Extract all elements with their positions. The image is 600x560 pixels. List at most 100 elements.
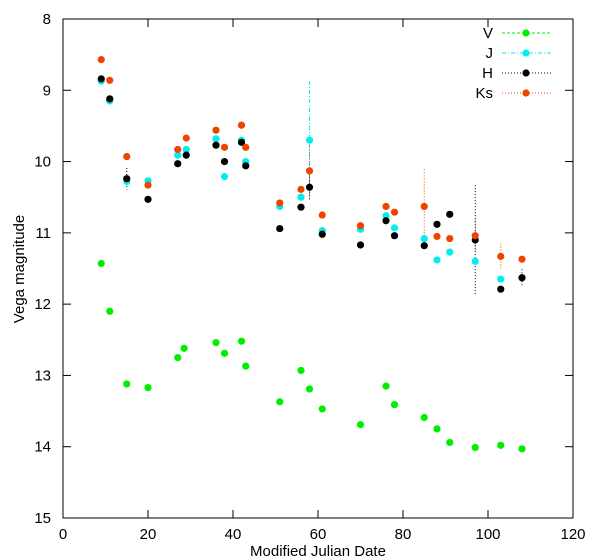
data-point-v (305, 385, 314, 393)
data-point-v (174, 354, 182, 362)
data-point-ks (356, 222, 365, 230)
y-tick-label: 11 (35, 225, 51, 242)
data-point-ks (318, 211, 326, 219)
data-point-v (212, 339, 220, 347)
y-tick-label: 14 (34, 439, 51, 456)
data-points (97, 56, 526, 453)
data-point-h (237, 138, 246, 146)
legend-label-j: J (486, 45, 494, 62)
data-point-ks (433, 232, 441, 241)
data-point-h (318, 230, 326, 238)
data-point-v (433, 425, 441, 433)
data-point-v (237, 337, 246, 345)
data-point-j (182, 145, 190, 154)
data-point-h (305, 183, 314, 191)
legend: VJH Ks (475, 25, 551, 102)
data-point-v (276, 398, 284, 406)
y-tick-label: 12 (34, 296, 51, 313)
data-point-j (390, 224, 399, 232)
data-point-h (144, 195, 152, 203)
data-point-ks (237, 121, 246, 129)
legend-marker-v (522, 29, 530, 37)
data-point-v (242, 362, 250, 370)
x-tick-label: 20 (140, 526, 157, 543)
data-point-ks (518, 255, 526, 263)
data-point-j (212, 135, 220, 143)
data-point-h (123, 175, 131, 183)
data-point-h (106, 95, 114, 103)
data-point-h (420, 242, 428, 250)
data-point-ks (212, 126, 220, 134)
data-point-h (212, 141, 220, 149)
y-tick-label: 10 (34, 154, 51, 171)
error-bars (126, 81, 523, 295)
data-point-h (433, 220, 441, 228)
data-point-ks (420, 202, 428, 211)
data-point-j (420, 234, 428, 243)
data-point-ks (106, 76, 114, 84)
data-point-h (382, 217, 390, 225)
data-point-h (518, 274, 526, 282)
data-point-j (471, 257, 479, 265)
data-point-v (106, 307, 114, 315)
data-point-v (420, 413, 428, 422)
data-point-ks (242, 143, 250, 151)
data-point-v (97, 259, 105, 268)
data-point-v (446, 438, 454, 447)
data-point-v (518, 445, 526, 453)
legend-marker-ks (522, 89, 530, 97)
y-tick-label: 13 (34, 367, 51, 384)
legend-marker-j (522, 49, 530, 57)
data-point-v (220, 349, 229, 357)
data-point-h (276, 224, 284, 233)
data-point-j (382, 212, 390, 220)
data-point-h (182, 151, 190, 159)
data-point-ks (446, 234, 454, 243)
data-point-ks (497, 252, 505, 260)
data-point-v (497, 441, 505, 449)
data-point-h (242, 162, 250, 170)
data-point-ks (471, 232, 479, 240)
data-point-ks (97, 56, 105, 64)
data-point-ks (174, 145, 182, 154)
axes: 0 20 40 60 80 100 120 8 9 10 11 12 13 14 15 (34, 11, 585, 543)
data-point-ks (276, 199, 284, 207)
data-point-j (297, 193, 305, 201)
data-point-ks (382, 202, 390, 211)
x-tick-label: 120 (560, 526, 585, 543)
legend-label-h: H (482, 65, 493, 82)
data-point-ks (144, 181, 152, 189)
x-tick-label: 40 (225, 526, 242, 543)
data-point-v (471, 443, 479, 452)
y-tick-label: 15 (34, 510, 51, 527)
x-tick-label: 100 (475, 526, 500, 543)
data-point-j (446, 248, 454, 256)
data-point-h (97, 75, 105, 83)
data-point-j (220, 172, 229, 181)
x-tick-label: 60 (310, 526, 327, 543)
legend-label-ks: Ks (475, 85, 493, 102)
data-point-ks (297, 185, 305, 193)
data-point-j (497, 275, 505, 283)
data-point-ks (390, 208, 399, 216)
data-point-j (433, 256, 441, 264)
data-point-h (390, 232, 399, 240)
data-point-v (180, 344, 188, 352)
data-point-v (356, 421, 365, 429)
data-point-ks (305, 167, 314, 175)
data-point-v (382, 382, 390, 390)
x-axis-title: Modified Julian Date (250, 543, 386, 560)
data-point-j (174, 151, 182, 159)
data-point-h (174, 160, 182, 168)
data-point-v (144, 383, 152, 392)
data-point-v (318, 405, 326, 413)
data-point-h (446, 210, 454, 218)
y-tick-label: 8 (43, 11, 51, 28)
data-point-v (123, 380, 131, 388)
data-point-j (305, 136, 314, 144)
data-point-ks (182, 134, 190, 142)
data-point-ks (123, 152, 131, 161)
data-point-v (390, 401, 399, 409)
x-tick-label: 80 (395, 526, 412, 543)
